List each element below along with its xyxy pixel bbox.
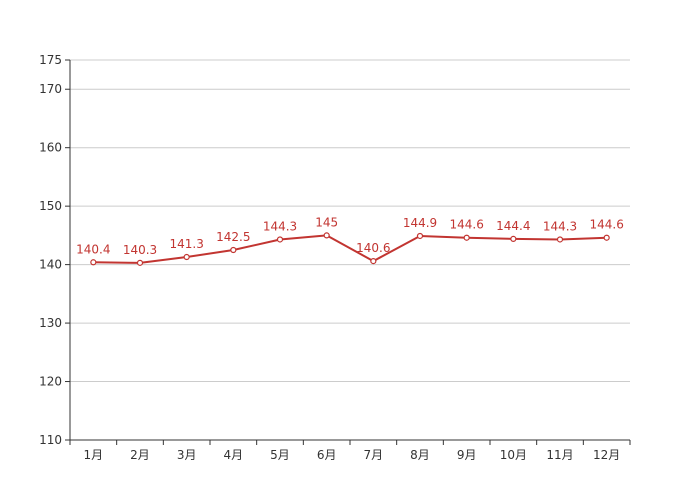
data-label: 144.3 (263, 219, 297, 233)
x-tick-label: 6月 (317, 448, 337, 462)
data-points (90, 232, 610, 266)
x-tick-label: 5月 (270, 448, 290, 462)
x-tick-label: 8月 (410, 448, 430, 462)
data-label: 144.9 (403, 216, 437, 230)
x-tick-label: 4月 (224, 448, 244, 462)
data-point (510, 235, 517, 242)
data-label: 144.6 (449, 218, 483, 232)
x-tick-label: 2月 (130, 448, 150, 462)
data-label: 142.5 (216, 230, 250, 244)
data-label: 140.6 (356, 241, 390, 255)
x-tick-label: 7月 (364, 448, 384, 462)
data-point (230, 246, 237, 254)
data-label: 145 (315, 215, 338, 229)
x-tick-label: 12月 (593, 448, 620, 462)
y-tick-label: 170 (39, 82, 62, 96)
y-tick-label: 175 (39, 53, 62, 67)
axes: 110 120 130 140 150 160 170 175 1月 2月 3月 4月 5月 6月 7月 8月… (39, 53, 631, 462)
data-labels: 140.4 140.3 141.3 142.5 144.3 145 140.6 144.9 14… (76, 215, 624, 256)
y-tick-label: 140 (39, 258, 62, 272)
data-point (556, 236, 564, 243)
data-point (416, 232, 424, 240)
data-label: 140.3 (123, 243, 157, 257)
grid-lines (70, 59, 630, 383)
y-tick-label: 160 (39, 141, 62, 155)
data-point (90, 259, 97, 266)
data-point (603, 234, 610, 241)
data-label: 141.3 (169, 237, 203, 251)
y-tick-label: 120 (39, 375, 62, 389)
x-tick-label: 11月 (546, 448, 573, 462)
y-tick-label: 150 (39, 199, 62, 213)
data-label: 144.4 (496, 219, 530, 233)
data-point (183, 253, 190, 261)
data-point (323, 232, 330, 239)
data-point (276, 236, 284, 243)
x-tick-label: 9月 (457, 448, 477, 462)
x-tick-label: 3月 (177, 448, 197, 462)
data-point (136, 259, 144, 266)
data-label: 140.4 (76, 242, 110, 256)
series-line (93, 234, 607, 264)
y-tick-label: 110 (39, 433, 62, 447)
data-label: 144.6 (589, 218, 623, 232)
x-tick-label: 1月 (84, 448, 104, 462)
data-label: 144.3 (543, 219, 577, 233)
data-point (370, 258, 377, 265)
y-tick-label: 130 (39, 316, 62, 330)
x-tick-label: 10月 (500, 448, 527, 462)
series-line-0 (93, 234, 607, 264)
data-point (463, 234, 470, 241)
